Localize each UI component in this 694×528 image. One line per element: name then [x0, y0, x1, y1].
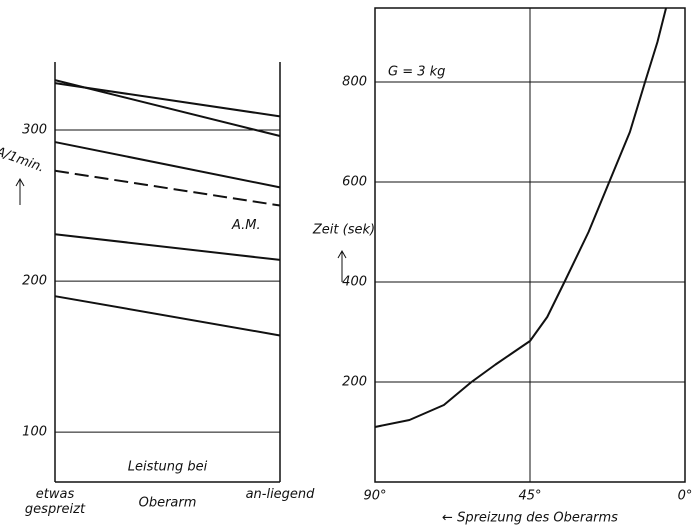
x-tick-label: etwas gespreizt [24, 487, 86, 517]
series-line [54, 79, 281, 137]
y-tick-label: 400 [342, 275, 367, 290]
series-line [54, 141, 281, 189]
y-tick-label: 600 [342, 175, 367, 190]
x-tick-label: an-liegend [245, 487, 315, 502]
annotation: G = 3 kg [388, 65, 445, 80]
x-axis-label: Oberarm [139, 496, 197, 511]
series-line [54, 169, 281, 207]
series-label: A.M. [231, 218, 261, 233]
series-line [54, 295, 281, 337]
y-tick-label: 100 [22, 425, 47, 440]
y-axis-label: A/1min. [0, 144, 46, 176]
x-tick-label: 45° [518, 489, 541, 504]
x-tick-label: 90° [363, 489, 386, 504]
x-tick-label: 0° [678, 489, 693, 504]
y-tick-label: 300 [22, 122, 47, 137]
series-line [54, 233, 281, 261]
y-tick-label: 200 [22, 274, 47, 289]
y-arrow [15, 177, 25, 205]
curve [374, 7, 668, 428]
x-axis-label: ← Spreizung des Oberarms [442, 511, 618, 526]
y-tick-label: 200 [342, 375, 367, 390]
annotation: Leistung bei [128, 460, 208, 475]
y-arrow [337, 249, 347, 282]
y-tick-label: 800 [342, 75, 367, 90]
y-axis-label: Zeit (sek) [312, 223, 375, 238]
